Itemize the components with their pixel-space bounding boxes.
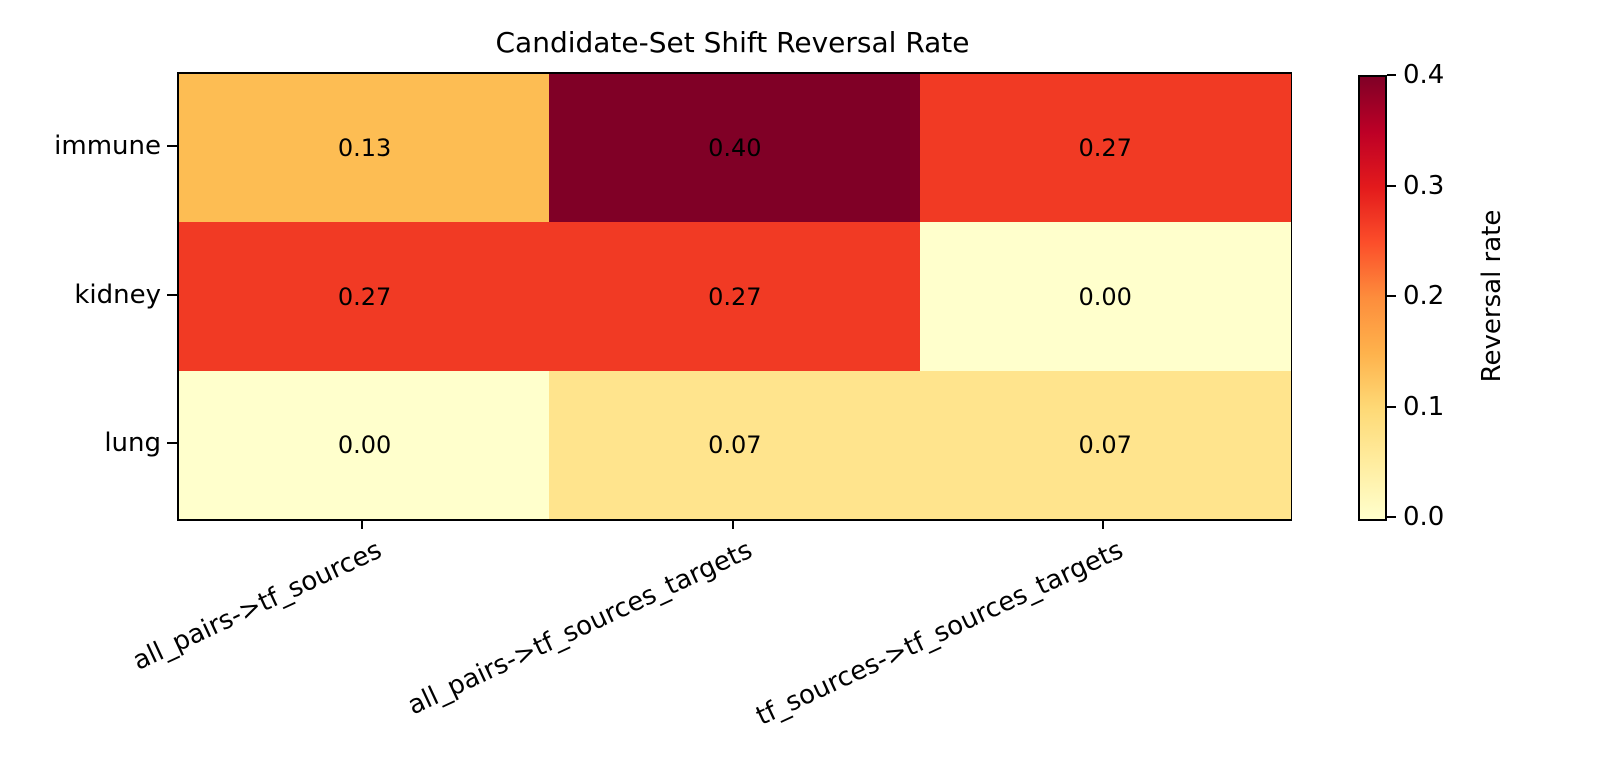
cell-value: 0.07 [708,430,762,459]
colorbar-tick-label: 0.2 [1403,281,1445,311]
x-axis-label: all_pairs->tf_sources [128,535,387,677]
x-axis-label: tf_sources->tf_sources_targets [751,535,1128,732]
colorbar-tick [1387,295,1396,297]
heatmap-cell: 0.27 [549,222,921,371]
colorbar-tick [1387,74,1396,76]
heatmap-cell: 0.13 [179,74,551,223]
heatmap-cell: 0.40 [549,74,921,223]
colorbar-tick [1387,184,1396,187]
x-axis-tick [731,519,734,529]
colorbar-tick-label: 0.3 [1403,170,1445,201]
cell-value: 0.13 [337,134,392,163]
heatmap-grid: 0.13 0.40 0.27 0.27 0.27 0.00 0.00 0.07 0.07 [179,74,1291,520]
colorbar-tick-label: 0.1 [1403,391,1445,422]
cell-value: 0.27 [708,282,762,311]
colorbar-tick [1387,516,1396,518]
y-axis-label: immune [54,131,161,162]
colorbar [1358,75,1387,521]
cell-value: 0.27 [337,282,392,311]
cell-value: 0.00 [1078,282,1132,311]
colorbar-tick-label: 0.0 [1403,502,1445,532]
x-axis-tick [361,519,364,529]
x-axis-tick [1101,519,1104,529]
heatmap-cell: 0.27 [179,222,551,371]
cell-value: 0.00 [337,430,392,459]
y-axis-label: kidney [74,279,161,310]
heatmap-cell: 0.27 [919,74,1291,223]
chart-title: Candidate-Set Shift Reversal Rate [495,26,970,59]
y-axis-label: lung [104,427,161,458]
y-axis-tick [167,293,177,296]
heatmap-cell: 0.00 [179,370,551,520]
y-axis-tick [167,441,177,444]
y-axis-tick [167,145,177,148]
colorbar-tick [1387,405,1396,408]
colorbar-tick-label: 0.4 [1403,60,1445,90]
heatmap-cell: 0.07 [919,370,1291,520]
x-axis-label: all_pairs->tf_sources_targets [403,535,758,722]
cell-value: 0.07 [1078,430,1132,459]
heatmap-plot: 0.13 0.40 0.27 0.27 0.27 0.00 0.00 0.07 0.07 [177,72,1292,521]
colorbar-label: Reversal rate [1477,209,1507,383]
heatmap-cell: 0.00 [919,222,1291,371]
heatmap-cell: 0.07 [549,370,921,520]
cell-value: 0.27 [1078,134,1132,163]
cell-value: 0.40 [708,134,762,163]
